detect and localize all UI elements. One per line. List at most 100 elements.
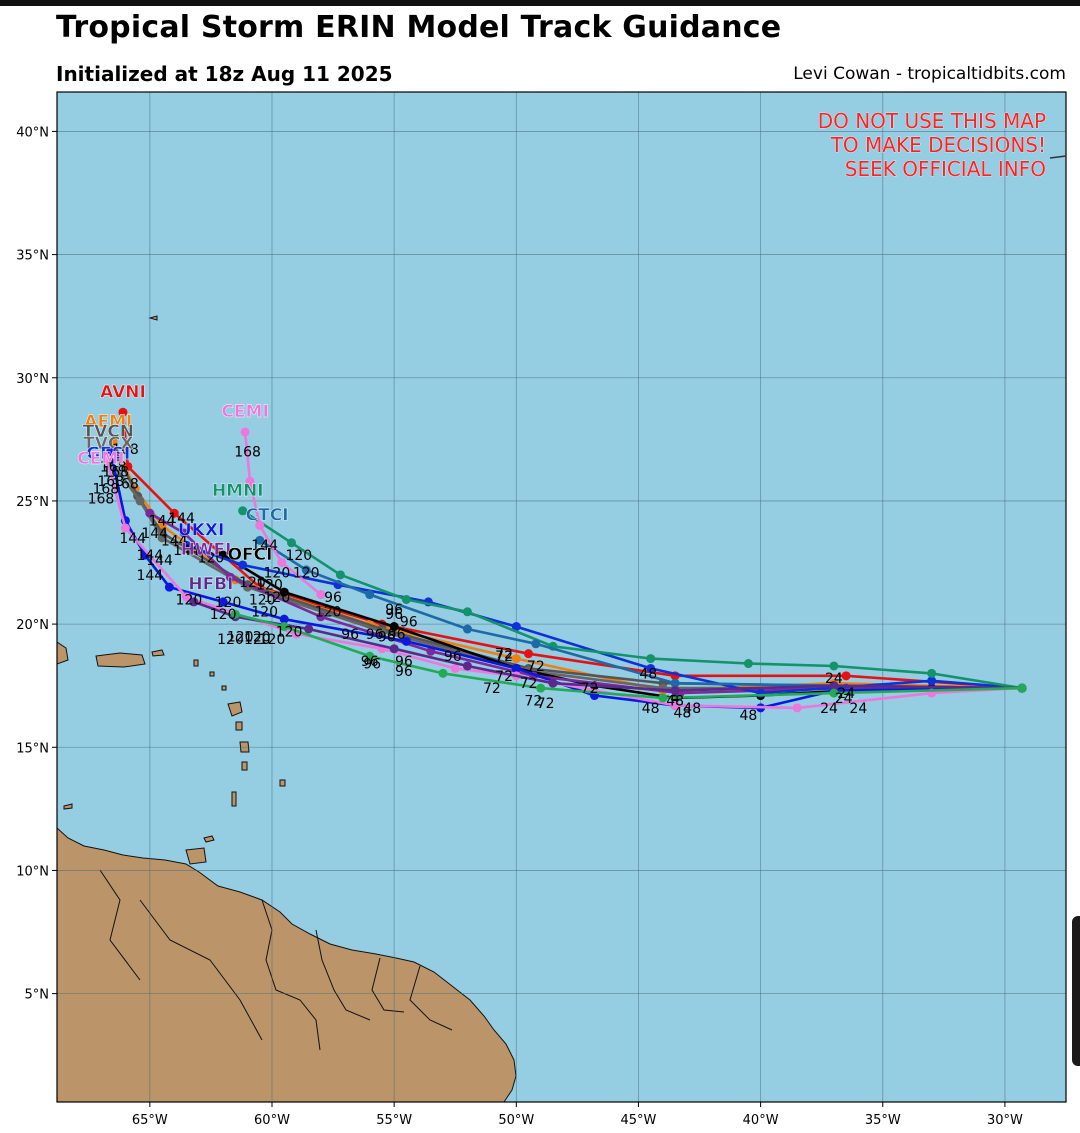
forecast-hour-labels: 1441681682448729612012014448120144144120… [88,442,868,724]
lat-lon-grid [57,92,1066,1102]
hour-label-36: 72 [537,696,555,712]
model-name-labels: AVNIAEMITVCNTVCXGFSICEMICEMIHMNICTCIUKXI… [77,382,289,595]
hour-label-27: 48 [642,701,660,717]
track-point-hmni-4 [646,654,656,664]
warning-pointer-mark [1049,155,1067,159]
lat-tick-label-7: 40°N [16,125,49,140]
track-point-hfbi-5 [389,644,399,654]
hour-label-52: 120 [249,592,276,608]
model-label-gfsi-4: GFSI [86,444,130,464]
hour-label-54: 120 [215,595,242,611]
map-title: Tropical Storm ERIN Model Track Guidance [56,10,782,45]
hour-label-3: 24 [837,686,855,702]
track-line-nvgi [234,612,1023,700]
track-point-cemi-3 [670,700,680,710]
lon-tick-label-0: 65°W [132,1113,168,1128]
model-label-hwfi-10: HWFI [181,540,232,560]
island-guadeloupe [227,701,243,717]
lat-tick-label-3: 20°N [16,618,49,633]
hour-label-10: 48 [739,708,757,724]
hour-label-41: 96 [378,629,396,645]
hour-label-1: 168 [100,459,127,475]
track-point-cemi-2 [792,703,802,713]
hour-label-12: 144 [136,548,163,564]
hour-label-37: 72 [527,659,545,675]
hour-label-11: 120 [251,605,278,621]
track-point-hfbi-1 [829,681,839,691]
track-point-ofci-8 [279,587,289,597]
lon-tick-label-6: 35°W [865,1113,901,1128]
hour-label-58: 120 [276,624,303,640]
hour-label-30: 72 [581,681,599,697]
track-point-cemi-5 [450,663,460,673]
track-point-tvcx-4 [377,626,387,636]
track-point-cemi_n-4 [240,427,250,437]
hour-label-15: 144 [251,538,278,554]
island-st-lucia [241,761,248,771]
track-point-tvcx-7 [135,496,145,506]
track-point-nvgi-0 [1017,683,1027,693]
lat-tick-label-2: 15°N [16,741,49,756]
track-point-ctci-3 [531,639,541,649]
hour-label-14: 120 [293,565,320,581]
track-point-hfbi-8 [189,597,199,607]
track-point-hfbi-6 [304,624,314,634]
hour-label-29: 48 [683,701,701,717]
hour-label-9: 144 [161,533,188,549]
track-point-hmni-7 [401,594,411,604]
track-point-hwfi-8 [145,508,155,518]
model-tracks [101,407,1027,713]
island-bermuda [148,315,158,321]
hour-label-59: 120 [259,632,286,648]
hour-label-39: 96 [400,615,418,631]
track-point-hmni-6 [462,607,472,617]
track-point-ukxi2-3 [646,663,656,673]
track-point-cemi_n-1 [277,558,287,568]
hour-label-56: 120 [227,629,254,645]
scrollbar-handle[interactable] [1072,916,1080,1066]
track-point-hfbi-2 [670,686,680,696]
model-label-avni-0: AVNI [100,382,146,402]
hour-label-53: 120 [239,575,266,591]
hour-label-42: 96 [388,627,406,643]
island-barbados [279,779,286,787]
hour-label-35: 72 [524,693,542,709]
hour-label-48: 96 [324,590,342,606]
track-point-ukxi2-7 [238,560,248,570]
island-puerto-rico [95,652,146,668]
track-point-ctci-4 [462,624,472,634]
track-point-aemi-3 [511,654,521,664]
track-point-hwfi-7 [179,528,189,538]
track-point-hwfi-6 [225,572,235,582]
island-tobago [203,835,215,843]
warning-line-1: DO NOT USE THIS MAP [818,109,1046,133]
model-label-aemi-1: AEMI [84,412,132,432]
top-frame-bar [0,0,1080,6]
island-grenadines [231,791,237,807]
lon-tick-label-7: 30°W [987,1113,1023,1128]
longitude-ticks: 65°W 60°W 55°W 50°W 45°W 40°W 35°W 30°W [132,1102,1023,1128]
track-point-ukxi-5 [511,663,521,673]
island-abc [63,803,73,810]
model-label-cemi-6: CEMI [221,402,268,422]
hour-label-23: 24 [835,691,853,707]
track-point-cemi-10 [101,452,111,462]
track-point-hmni-8 [335,570,345,580]
hour-label-63: 144 [146,553,173,569]
track-point-nvgi-1 [829,688,839,698]
track-point-aemi-8 [108,437,118,447]
island-lesser-1 [193,659,199,667]
track-point-ukxi2-4 [511,622,521,632]
hour-label-22: 24 [825,671,843,687]
track-point-ctci-2 [670,678,680,688]
track-point-ctci-7 [255,535,265,545]
island-lesser-2 [209,671,215,677]
track-point-nvgi-4 [438,668,448,678]
track-point-ukxi-6 [401,636,411,646]
model-label-ctci-8: CTCI [246,506,289,526]
country-borders [99,869,453,1051]
lon-tick-label-2: 55°W [376,1113,412,1128]
hour-label-32: 72 [495,669,513,685]
hour-label-0: 144 [149,514,176,530]
lat-tick-label-4: 25°N [16,495,49,510]
